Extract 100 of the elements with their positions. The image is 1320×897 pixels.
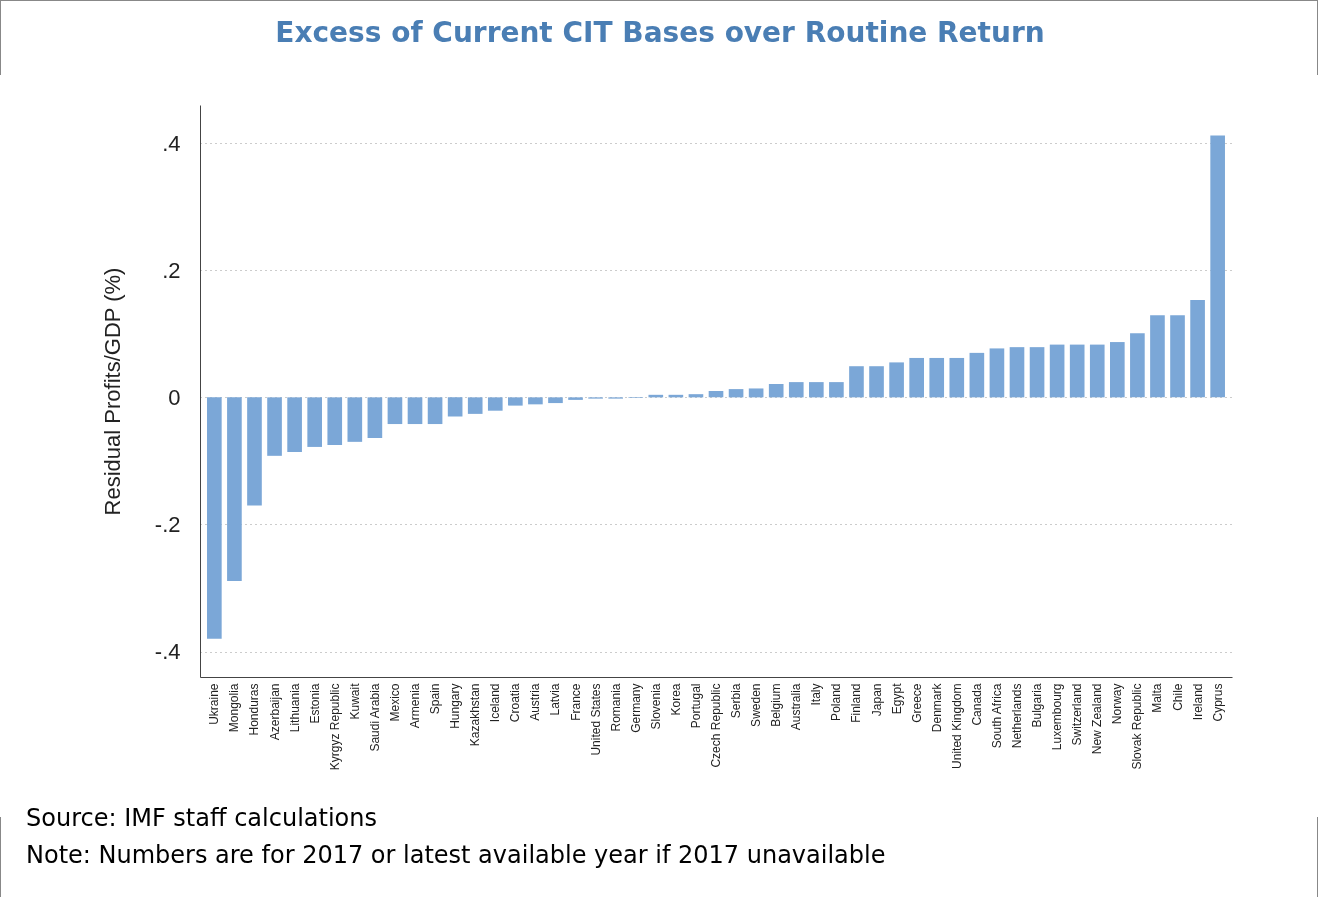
bar (929, 357, 945, 398)
x-tick-label: Cyprus (1210, 683, 1225, 722)
x-tick-label: France (568, 683, 583, 721)
x-tick-label: Germany (628, 683, 643, 733)
bar (1049, 344, 1065, 398)
x-tick-label: Chile (1170, 683, 1185, 711)
x-tick-label: New Zealand (1090, 683, 1105, 755)
x-tick-label: United Kingdom (949, 683, 964, 769)
x-tick-label: Portugal (688, 683, 703, 729)
x-tick-label: Kazakhstan (468, 683, 483, 747)
x-tick-label: Kuwait (347, 682, 362, 720)
x-tick-label: Denmark (929, 682, 944, 733)
bar (367, 397, 383, 439)
y-tick-label: .2 (162, 257, 181, 283)
bar (1190, 300, 1205, 398)
bar (1210, 135, 1225, 398)
x-tick-label: Belgium (769, 683, 784, 727)
x-tick-label: Mongolia (227, 683, 242, 733)
bar (869, 366, 884, 398)
x-tick-label: Luxembourg (1050, 683, 1065, 751)
x-tick-label: Czech Republic (709, 683, 723, 768)
x-tick-label: Bulgaria (1030, 683, 1045, 728)
bar (427, 397, 443, 425)
x-tick-label: Iceland (488, 683, 503, 723)
source-note: Source: IMF staff calculations (26, 804, 377, 832)
x-tick-label: Canada (969, 683, 984, 726)
x-tick-label: Ukraine (207, 683, 222, 725)
bar (548, 397, 563, 404)
x-tick-label: Malta (1150, 683, 1165, 713)
bar (1170, 315, 1185, 398)
bar (708, 391, 724, 398)
bar (1029, 347, 1045, 398)
bar (728, 389, 744, 398)
y-axis-title: Residual Profits/GDP (%) (99, 267, 125, 516)
x-tick-label: Korea (668, 683, 683, 716)
x-tick-label: Finland (849, 683, 864, 723)
x-tick-label: Lithuania (287, 683, 302, 733)
x-tick-label: Saudi Arabia (367, 683, 382, 752)
bar (809, 382, 824, 398)
x-tick-label: Serbia (729, 683, 744, 719)
bar (287, 397, 302, 453)
bar (909, 357, 924, 398)
x-tick-label: Norway (1110, 683, 1125, 725)
x-tick-label: Italy (809, 683, 824, 706)
x-tick-label: Japan (869, 683, 884, 717)
bar (207, 397, 222, 639)
x-tick-label: Australia (789, 683, 804, 731)
bar (1130, 333, 1145, 398)
bar (889, 362, 904, 398)
x-tick-label: Latvia (548, 683, 563, 716)
x-tick-label: Hungary (448, 683, 463, 729)
y-tick-label: -.2 (154, 511, 181, 537)
text: Note: Numbers are for 2017 or latest available year if 2017 unavailable (26, 841, 886, 869)
x-tick-label: Mexico (387, 683, 402, 722)
bar (267, 397, 282, 456)
bar (467, 397, 483, 414)
x-tick-label: Poland (829, 683, 844, 721)
x-tick-label: Romania (608, 683, 623, 732)
bar (407, 397, 423, 425)
chart-title: Excess of Current CIT Bases over Routine Return (274, 16, 1046, 49)
bar (969, 352, 985, 398)
bar (227, 397, 242, 582)
bar (307, 397, 322, 447)
bar (247, 397, 262, 506)
x-tick-label: Honduras (247, 683, 262, 736)
bar (1009, 347, 1025, 398)
bar (508, 397, 523, 406)
bar (768, 384, 784, 398)
x-tick-label: Ireland (1190, 683, 1205, 721)
y-tick-label: .4 (162, 130, 181, 156)
x-tick-label: South Africa (989, 683, 1004, 749)
bar (487, 397, 503, 411)
bar (347, 397, 363, 442)
x-tick-label: Croatia (508, 683, 523, 723)
bar (788, 382, 804, 398)
x-tick-label: Egypt (889, 682, 904, 715)
x-tick-label: United States (588, 683, 603, 756)
x-tick-label: Kyrgyz Republic (327, 683, 342, 771)
bar (1150, 315, 1165, 398)
y-tick-label: -.4 (154, 639, 181, 665)
bar (949, 357, 965, 398)
bar (1069, 344, 1085, 398)
bar (849, 366, 864, 398)
x-tick-label: Austria (528, 683, 543, 721)
bar (327, 397, 343, 446)
bar (748, 388, 764, 398)
x-tick-label: Switzerland (1070, 683, 1085, 746)
x-tick-label: Sweden (749, 683, 764, 727)
bar (1110, 342, 1125, 398)
bar (447, 397, 463, 417)
x-tick-label: Armenia (408, 683, 423, 729)
x-tick-label: Netherlands (1009, 683, 1024, 749)
bar (829, 382, 844, 398)
bar (528, 397, 543, 405)
bar (989, 348, 1005, 398)
x-tick-label: Spain (428, 683, 443, 715)
x-tick-label: Slovenia (648, 683, 663, 730)
x-tick-label: Azerbaijan (267, 683, 282, 741)
x-tick-label: Slovak Republic (1130, 683, 1145, 770)
y-tick-label: 0 (168, 384, 181, 410)
